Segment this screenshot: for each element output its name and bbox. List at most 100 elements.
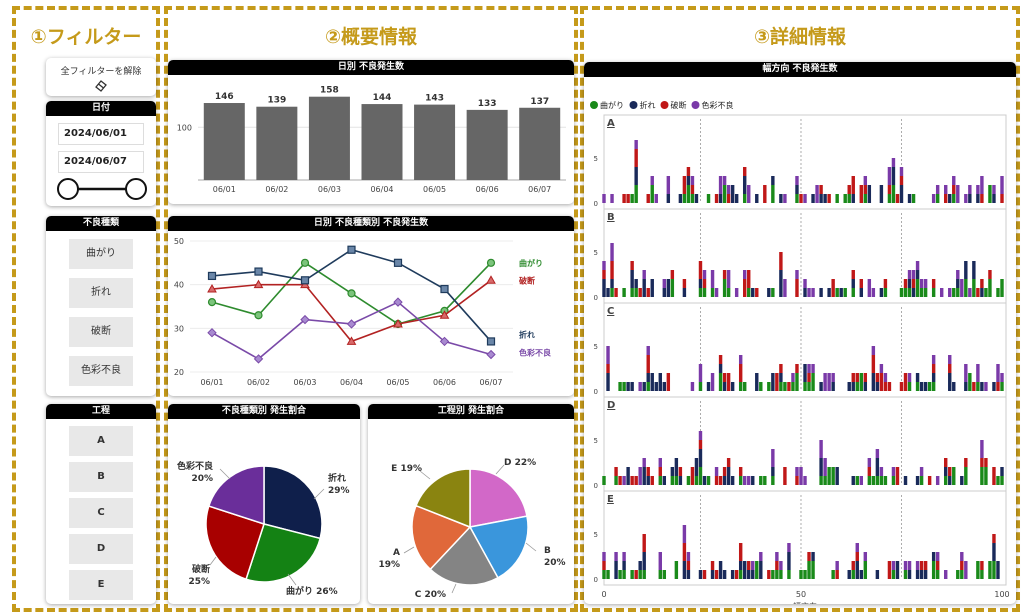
stacked-bar-segment <box>718 373 723 391</box>
y-tick-label: 30 <box>174 324 184 333</box>
stacked-bar-segment <box>851 570 855 579</box>
stacked-bar-segment <box>714 570 719 579</box>
stacked-bar-segment <box>903 288 908 297</box>
stacked-bar-segment <box>650 185 654 203</box>
stacked-bar-segment <box>992 534 996 543</box>
facet-frame <box>603 490 1007 586</box>
stacked-bar-segment <box>710 570 715 579</box>
legend-marker <box>691 101 700 109</box>
type-share-card: 不良種類別 発生割合 折れ 29% 曲がり 26% 破断 25% 色彩不良 20% <box>168 404 360 604</box>
stacked-bar-segment <box>658 467 662 476</box>
stacked-bar-segment <box>891 158 896 167</box>
stacked-bar-segment <box>980 570 984 579</box>
x-tick-label: 06/04 <box>370 185 393 194</box>
date-range-slider[interactable] <box>56 177 148 201</box>
stacked-bar-segment <box>714 194 719 203</box>
legend-label: 色彩不良 <box>702 100 734 110</box>
stacked-bar-segment <box>755 194 759 203</box>
filter-defect-bend[interactable]: 曲がり <box>69 239 133 269</box>
stacked-bar-segment <box>899 288 904 297</box>
stacked-bar-segment <box>931 373 936 382</box>
date-from-field[interactable]: 2024/06/01 <box>58 123 144 145</box>
stacked-bar-segment <box>698 431 703 440</box>
stacked-bar-segment <box>674 561 679 579</box>
stacked-bar-segment <box>767 382 771 391</box>
stacked-bar-segment <box>670 476 675 485</box>
stacked-bar-segment <box>738 364 743 382</box>
stacked-bar-segment <box>670 270 675 279</box>
defect-type-filter-header: 不良種類 <box>46 216 156 231</box>
x-axis-label: 幅方向 <box>793 601 817 604</box>
stacked-bar-segment <box>923 279 928 288</box>
stacked-bar-segment <box>931 364 936 373</box>
stacked-bar-segment <box>843 288 847 297</box>
x-tick-label: 06/01 <box>200 378 223 387</box>
pie-leader-line <box>403 546 415 554</box>
filter-process-d[interactable]: D <box>69 534 133 564</box>
stacked-bar-segment <box>690 467 695 485</box>
stacked-bar-segment <box>771 176 775 185</box>
x-tick-label: 06/02 <box>247 378 270 387</box>
bar <box>361 104 403 180</box>
stacked-bar-segment <box>618 476 622 485</box>
stacked-bar-segment <box>714 476 719 485</box>
stacked-bar-segment <box>903 561 908 570</box>
stacked-bar-segment <box>779 252 783 270</box>
stacked-bar-segment <box>948 355 952 364</box>
stacked-bar-segment <box>755 373 759 391</box>
stacked-bar-segment <box>984 288 988 297</box>
stacked-bar-segment <box>634 279 638 288</box>
pie-leader-line <box>209 556 217 566</box>
pie-label: 折れ <box>328 472 346 484</box>
stacked-bar-segment <box>867 458 872 467</box>
stacked-bar-segment <box>606 364 610 373</box>
clear-filters-button[interactable]: 全フィルターを解除 <box>46 58 156 96</box>
filter-process-c[interactable]: C <box>69 498 133 528</box>
filter-defect-color[interactable]: 色彩不良 <box>69 356 133 386</box>
type-share-title: 不良種類別 発生割合 <box>168 404 360 419</box>
stacked-bar-segment <box>747 476 751 485</box>
stacked-bar-segment <box>698 279 703 288</box>
stacked-bar-segment <box>682 525 687 543</box>
stacked-bar-segment <box>771 476 775 485</box>
pie-leader-line <box>313 488 325 500</box>
stacked-bar-segment <box>907 570 912 579</box>
stacked-bar-segment <box>944 185 948 194</box>
stacked-bar-segment <box>879 373 884 391</box>
stacked-bar-segment <box>787 552 791 570</box>
stacked-bar-segment <box>634 185 638 203</box>
stacked-bar-segment <box>646 346 650 355</box>
slider-start-handle[interactable] <box>57 178 79 200</box>
stacked-bar-segment <box>787 543 791 552</box>
slider-end-handle[interactable] <box>125 178 147 200</box>
stacked-bar-segment <box>646 194 650 203</box>
stacked-bar-segment <box>698 449 703 467</box>
filter-process-e[interactable]: E <box>69 570 133 600</box>
stacked-bar-segment <box>972 382 976 391</box>
stacked-bar-segment <box>738 476 743 485</box>
stacked-bar-segment <box>851 279 855 288</box>
bar-value-label: 137 <box>530 97 549 107</box>
filter-process-a[interactable]: A <box>69 426 133 456</box>
stacked-bar-segment <box>891 467 896 476</box>
data-point <box>207 284 217 293</box>
filter-process-b[interactable]: B <box>69 462 133 492</box>
pie-label: 曲がり 26% <box>286 585 338 597</box>
stacked-bar-segment <box>606 570 610 579</box>
stacked-bar-segment <box>811 288 815 297</box>
stacked-bar-segment <box>702 279 707 288</box>
stacked-bar-segment <box>992 543 996 561</box>
stacked-bar-segment <box>722 176 727 185</box>
stacked-bar-segment <box>654 382 658 391</box>
stacked-bar-segment <box>996 476 1000 485</box>
stacked-bar-segment <box>871 373 876 391</box>
stacked-bar-segment <box>919 561 924 570</box>
filter-defect-break[interactable]: 折れ <box>69 278 133 308</box>
stacked-bar-segment <box>964 364 968 382</box>
date-to-field[interactable]: 2024/06/07 <box>58 151 144 173</box>
data-point <box>347 245 356 254</box>
stacked-bar-segment <box>742 176 747 194</box>
stacked-bar-segment <box>968 288 972 297</box>
stacked-bar-segment <box>771 467 775 476</box>
filter-defect-rupture[interactable]: 破断 <box>69 317 133 347</box>
